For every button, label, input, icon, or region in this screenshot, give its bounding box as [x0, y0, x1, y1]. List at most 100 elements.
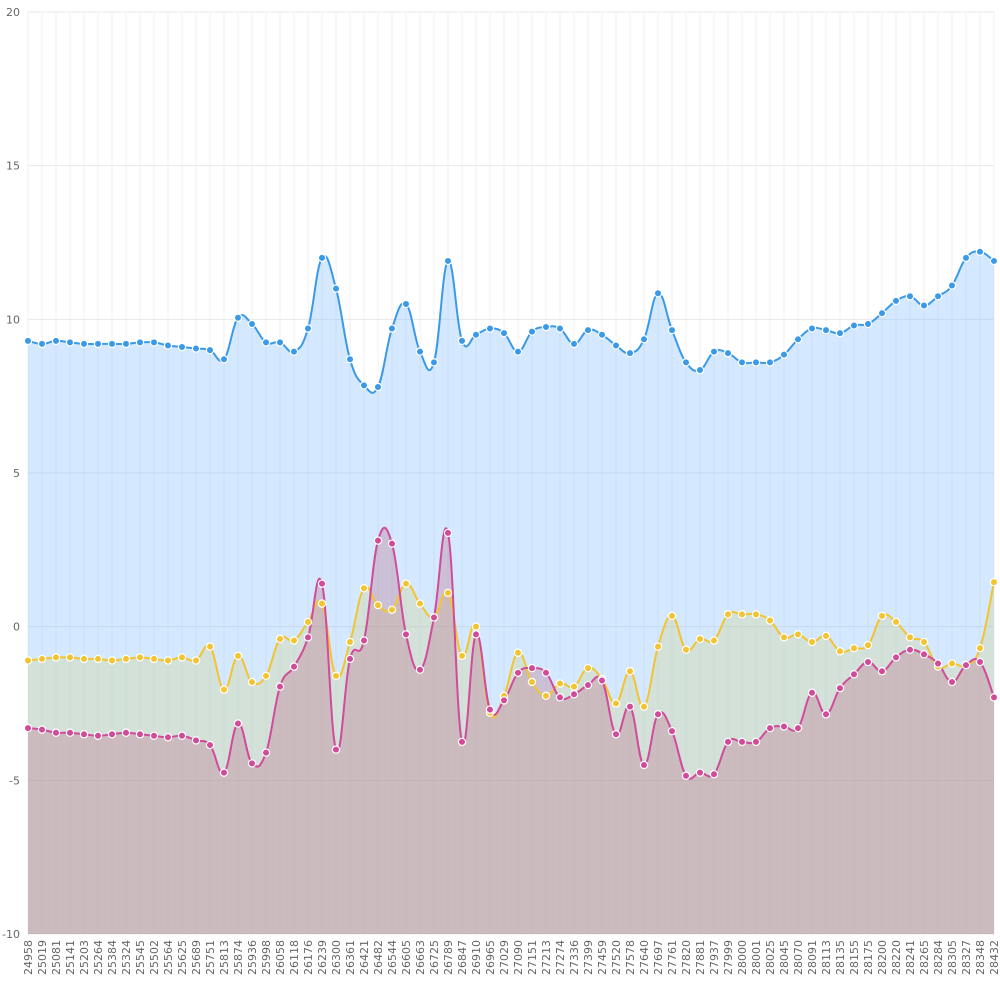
series-0-point	[905, 292, 915, 301]
series-0-point	[765, 358, 775, 367]
series-1-point	[541, 691, 551, 701]
x-tick-label: 28091	[806, 940, 819, 975]
x-tick-label: 27578	[624, 940, 637, 975]
x-tick-label: 25324	[120, 940, 133, 975]
series-2-point	[499, 696, 509, 705]
series-1-point	[989, 577, 999, 587]
series-2-point	[303, 633, 313, 642]
series-2-point	[93, 731, 103, 740]
series-0-point	[219, 355, 229, 364]
y-tick-label: 0	[13, 621, 20, 634]
x-tick-label: 27520	[610, 940, 623, 975]
series-2-point	[891, 653, 901, 662]
series-0-point	[359, 381, 369, 390]
series-2-point	[331, 745, 341, 754]
series-2-point	[919, 650, 929, 659]
series-2-point	[247, 759, 257, 768]
series-2-point	[863, 657, 873, 667]
series-0-point	[331, 284, 341, 293]
series-1-point	[121, 654, 131, 664]
series-2-point	[989, 693, 999, 702]
series-2-point	[457, 737, 467, 747]
x-tick-label: 28284	[932, 940, 945, 975]
series-1-point	[555, 679, 565, 688]
series-1-point	[513, 648, 523, 657]
series-0-point	[401, 299, 411, 309]
series-1-point	[919, 637, 929, 647]
series-1-point	[639, 702, 649, 711]
series-1-point	[261, 671, 271, 681]
x-tick-label: 24958	[22, 940, 35, 975]
series-2-point	[821, 710, 831, 719]
series-0-point	[723, 348, 733, 358]
series-0-point	[597, 330, 607, 339]
x-tick-label: 27999	[722, 940, 735, 975]
series-2-point	[961, 660, 971, 670]
series-0-point	[863, 319, 873, 329]
series-2-point	[751, 737, 761, 747]
x-tick-label: 26847	[456, 940, 469, 975]
series-0-point	[163, 341, 173, 350]
series-0-point	[583, 325, 593, 335]
x-tick-label: 27459	[596, 940, 609, 975]
series-1-point	[821, 631, 831, 641]
series-1-point	[205, 642, 215, 651]
series-1-point	[849, 643, 859, 653]
x-tick-label: 25625	[176, 940, 189, 975]
series-2-point	[541, 668, 551, 677]
y-tick-label: 5	[13, 467, 20, 480]
series-1-point	[163, 656, 173, 665]
x-tick-label: 27029	[498, 940, 511, 975]
series-0-point	[429, 358, 439, 367]
series-0-point	[737, 358, 747, 367]
series-1-point	[51, 653, 61, 662]
x-tick-label: 26544	[386, 940, 399, 975]
series-2-point	[415, 665, 425, 674]
series-0-area	[28, 251, 994, 934]
series-0-point	[135, 338, 145, 347]
series-0-point	[835, 328, 845, 338]
x-tick-label: 26300	[330, 940, 343, 975]
series-2-point	[289, 662, 299, 671]
x-tick-label: 26725	[428, 940, 441, 975]
x-tick-label: 28265	[918, 940, 931, 975]
x-tick-label: 28070	[792, 940, 805, 975]
x-tick-label: 25384	[106, 940, 119, 975]
series-1-point	[373, 600, 383, 610]
series-2-point	[471, 630, 481, 639]
series-2-point	[625, 702, 635, 711]
series-0-point	[807, 324, 817, 333]
x-tick-label: 28000	[736, 940, 749, 975]
series-2-point	[933, 659, 943, 668]
series-1-point	[779, 633, 789, 642]
series-2-point	[569, 690, 579, 699]
series-1-point	[275, 634, 285, 644]
series-1-point	[975, 643, 985, 653]
series-2-point	[205, 740, 215, 750]
series-1-point	[65, 653, 75, 662]
series-1-point	[737, 610, 747, 619]
x-tick-label: 28432	[988, 940, 1000, 975]
x-tick-label: 28175	[862, 940, 875, 975]
series-2-point	[681, 771, 691, 780]
series-0-point	[667, 325, 677, 335]
series-2-point	[779, 722, 789, 731]
series-0-point	[121, 339, 131, 349]
series-2-point	[835, 683, 845, 693]
x-tick-label: 25141	[64, 940, 77, 975]
series-0-point	[681, 358, 691, 367]
series-2-point	[23, 723, 33, 733]
series-0-point	[933, 292, 943, 301]
series-1-point	[457, 651, 467, 661]
series-2-point	[905, 645, 915, 654]
series-2-point	[401, 630, 411, 639]
series-0-point	[443, 256, 453, 266]
series-0-point	[919, 301, 929, 310]
series-2-point	[233, 719, 243, 728]
series-0-point	[303, 324, 313, 333]
series-0-point	[821, 325, 831, 335]
series-2-point	[653, 710, 663, 719]
series-2-point	[121, 728, 131, 737]
series-0-point	[891, 296, 901, 306]
